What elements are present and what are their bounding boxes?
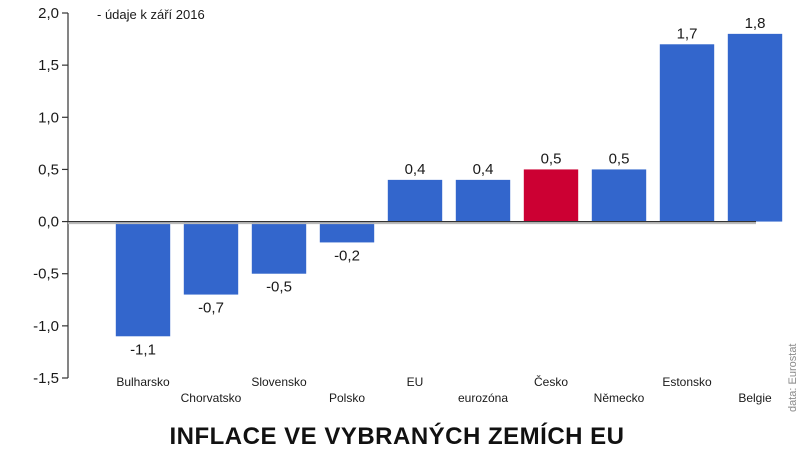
bar bbox=[455, 179, 511, 222]
data-label: 1,7 bbox=[677, 25, 698, 42]
bar bbox=[727, 33, 783, 222]
y-tick-label: 2,0 bbox=[38, 5, 59, 22]
y-tick-label: 0,0 bbox=[38, 214, 59, 231]
data-label: 0,5 bbox=[541, 150, 562, 167]
bar bbox=[183, 221, 239, 295]
x-category-label: EU bbox=[407, 375, 424, 389]
category-labels: Bulharsko Chorvatsko Slovensko Polsko EU euro… bbox=[116, 374, 772, 405]
bar bbox=[115, 221, 171, 337]
bar bbox=[523, 169, 579, 222]
bars bbox=[115, 33, 783, 337]
y-tick-label: -1,0 bbox=[33, 318, 59, 335]
x-category-label: Belgie bbox=[738, 391, 772, 405]
zero-line bbox=[68, 220, 756, 225]
y-tick-label: 1,5 bbox=[38, 57, 59, 74]
data-label: 1,8 bbox=[745, 15, 766, 32]
y-tick-label: 1,0 bbox=[38, 109, 59, 126]
data-label: 0,4 bbox=[405, 161, 426, 178]
data-label: 0,5 bbox=[609, 150, 630, 167]
data-label: -0,5 bbox=[266, 279, 292, 296]
y-tick-label: -0,5 bbox=[33, 266, 59, 283]
x-category-label: Bulharsko bbox=[116, 375, 170, 389]
data-source: data: Eurostat bbox=[787, 344, 798, 413]
y-axis: 2,0 1,5 1,0 0,5 0,0 -0,5 -1,0 -1,5 bbox=[33, 5, 69, 387]
value-labels: -1,1 -0,7 -0,5 -0,2 0,4 0,4 0,5 0,5 1,7 1,8 bbox=[130, 15, 765, 358]
bar bbox=[591, 169, 647, 222]
data-label: -0,7 bbox=[198, 300, 224, 317]
x-category-label: Slovensko bbox=[251, 375, 307, 389]
x-category-label: Německo bbox=[594, 391, 645, 405]
chart-note: - údaje k září 2016 bbox=[97, 7, 205, 22]
bar bbox=[659, 44, 715, 222]
bar bbox=[387, 179, 443, 222]
x-category-label: Chorvatsko bbox=[181, 391, 242, 405]
data-label: -0,2 bbox=[334, 247, 360, 264]
x-category-label: Estonsko bbox=[662, 375, 712, 389]
x-category-label: Polsko bbox=[329, 391, 365, 405]
y-tick-label: 0,5 bbox=[38, 161, 59, 178]
bar bbox=[251, 221, 307, 274]
x-category-label: eurozóna bbox=[458, 391, 508, 405]
data-label: -1,1 bbox=[130, 341, 156, 358]
bar bbox=[319, 221, 375, 243]
y-tick-label: -1,5 bbox=[33, 370, 59, 387]
x-category-label: Česko bbox=[534, 374, 568, 389]
chart-title: INFLACE VE VYBRANÝCH ZEMÍCH EU bbox=[169, 422, 624, 450]
data-label: 0,4 bbox=[473, 161, 494, 178]
